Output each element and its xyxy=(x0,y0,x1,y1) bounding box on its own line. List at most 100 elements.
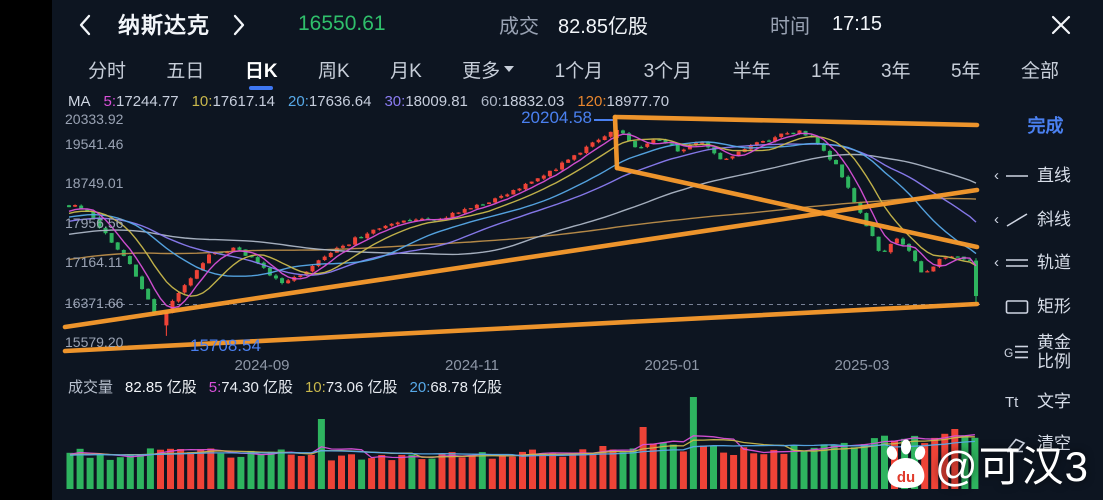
period-high-label: 20204.58 xyxy=(521,108,592,127)
ma-item-120: 120:18977.70 xyxy=(577,93,670,110)
logo-du-text: du xyxy=(897,469,915,486)
time-label: 时间 xyxy=(770,15,810,38)
ma-item-60: 60:18832.03 xyxy=(480,93,565,110)
symbol-title: 纳斯达克 xyxy=(118,13,211,38)
letterbox-strip xyxy=(0,0,52,500)
tab-日K[interactable]: 日K xyxy=(245,56,278,83)
tab-3年[interactable]: 3年 xyxy=(881,56,911,83)
tab-label: 1年 xyxy=(810,60,841,82)
ma-item-10: 10:17617.14 xyxy=(191,93,276,110)
tool-golden-ratio[interactable]: G 黄金 比例 xyxy=(994,333,1071,371)
line-diagonal-icon xyxy=(1006,212,1028,227)
ma-legend: MA 5:17244.77 10:17617.14 20:17636.64 30:180… xyxy=(68,93,669,110)
ma-prefix: MA xyxy=(68,93,91,110)
volume-ma-20: 20:68.78 亿股 xyxy=(409,379,503,396)
tool-line-horizontal[interactable]: ‹ 直线 xyxy=(994,166,1071,185)
next-chevron-icon[interactable] xyxy=(230,13,248,37)
expand-chevron-icon: ‹ xyxy=(994,253,999,271)
tab-label: 全部 xyxy=(1020,60,1059,82)
volume-label: 成交 xyxy=(499,15,539,38)
x-axis-label: 2025-03 xyxy=(834,357,890,374)
watermark: du @可汉3 xyxy=(879,433,1089,494)
tab-半年[interactable]: 半年 xyxy=(733,56,771,83)
y-axis-label: 19541.46 xyxy=(65,136,124,152)
tab-更多[interactable]: 更多 xyxy=(462,56,515,83)
dropdown-caret-icon xyxy=(504,66,515,72)
text-icon: Tt xyxy=(1005,394,1019,411)
last-price: 16550.61 xyxy=(298,12,386,35)
tool-label: 斜线 xyxy=(1037,210,1071,229)
ma-item-30: 30:18009.81 xyxy=(384,93,468,110)
y-axis-label: 17956.56 xyxy=(65,215,124,231)
volume-ma-10: 10:73.06 亿股 xyxy=(304,379,398,396)
y-axis-label: 15579.20 xyxy=(65,334,124,350)
ma-item-5: 5:17244.77 xyxy=(103,93,179,110)
tab-全部[interactable]: 全部 xyxy=(1021,56,1059,83)
y-axis-label: 20333.92 xyxy=(65,111,124,127)
tab-label: 3年 xyxy=(880,60,911,82)
tool-line-diagonal[interactable]: ‹ 斜线 xyxy=(994,210,1071,229)
tab-label: 1个月 xyxy=(554,60,604,82)
tab-label: 周K xyxy=(317,60,350,82)
volume-current: 82.85 亿股 xyxy=(125,379,197,396)
tool-text[interactable]: Tt 文字 xyxy=(994,392,1071,411)
tool-rectangle[interactable]: 矩形 xyxy=(994,297,1071,316)
tab-分时[interactable]: 分时 xyxy=(88,56,126,83)
tab-label: 五日 xyxy=(166,60,205,82)
drawing-tools-sidebar: 完成 ‹ 直线 ‹ 斜线 ‹ 轨道矩形 G 黄金 比例 Tt 文字清空 xyxy=(988,90,1103,500)
expand-chevron-icon: ‹ xyxy=(994,166,999,184)
tab-label: 月K xyxy=(390,60,422,82)
x-axis-label: 2024-11 xyxy=(445,357,499,374)
tool-label: 黄金 比例 xyxy=(1037,333,1071,371)
paw-logo-icon: du xyxy=(886,439,926,488)
eraser-icon xyxy=(1007,438,1026,452)
tool-label: 文字 xyxy=(1037,392,1071,411)
svg-text:Tt: Tt xyxy=(1005,394,1019,411)
tab-1个月[interactable]: 1个月 xyxy=(555,56,604,83)
tab-label: 半年 xyxy=(732,60,771,82)
close-icon[interactable] xyxy=(1050,14,1072,36)
header: 纳斯达克 16550.61 成交 82.85亿股 时间 17:15 xyxy=(52,0,1103,48)
channel-icon xyxy=(1006,258,1028,267)
tab-五日[interactable]: 五日 xyxy=(166,56,204,83)
period-tab-bar: 分时 五日 日K 周K 月K 更多 1个月 3个月 半年 1年 3年 5年 全部 xyxy=(88,50,1059,88)
volume-ma-5: 5:74.30 亿股 xyxy=(208,379,293,396)
expand-chevron-icon: ‹ xyxy=(994,210,999,228)
line-horizontal-icon xyxy=(1006,174,1028,177)
tab-5年[interactable]: 5年 xyxy=(951,56,981,83)
tab-3个月[interactable]: 3个月 xyxy=(644,56,693,83)
tab-label: 3个月 xyxy=(643,60,693,82)
tab-周K[interactable]: 周K xyxy=(318,56,350,83)
watermark-handle: @可汉3 xyxy=(935,443,1089,490)
tool-label: 轨道 xyxy=(1037,253,1071,272)
golden-ratio-icon: G xyxy=(1004,345,1028,360)
volume-value: 82.85亿股 xyxy=(558,15,649,38)
volume-legend: 成交量 82.85 亿股 5:74.30 亿股 10:73.06 亿股 20:68.78… xyxy=(68,376,502,397)
period-low-label: 15708.54 xyxy=(190,336,261,355)
ma-item-20: 20:17636.64 xyxy=(288,93,372,110)
tool-label: 矩形 xyxy=(1037,297,1071,316)
tab-label: 日K xyxy=(244,60,278,82)
done-button[interactable]: 完成 xyxy=(1027,116,1064,136)
tool-eraser[interactable]: 清空 xyxy=(994,434,1071,453)
tab-月K[interactable]: 月K xyxy=(390,56,422,83)
tool-label: 清空 xyxy=(1037,434,1071,453)
tool-label: 直线 xyxy=(1037,166,1071,185)
tab-1年[interactable]: 1年 xyxy=(811,56,841,83)
tab-label: 5年 xyxy=(950,60,981,82)
y-axis-label: 18749.01 xyxy=(65,175,124,191)
volume-legend-label: 成交量 xyxy=(68,379,114,396)
time-value: 17:15 xyxy=(832,12,883,35)
y-axis-label: 16371.66 xyxy=(65,295,124,311)
y-axis-label: 17164.11 xyxy=(65,254,123,270)
tool-channel[interactable]: ‹ 轨道 xyxy=(994,253,1071,272)
svg-text:G: G xyxy=(1004,346,1013,360)
x-axis-label: 2025-01 xyxy=(644,357,700,374)
tab-label: 更多 xyxy=(462,60,501,82)
rectangle-icon xyxy=(1005,299,1029,314)
back-chevron-icon[interactable] xyxy=(76,13,94,37)
tab-label: 分时 xyxy=(88,60,127,82)
x-axis-label: 2024-09 xyxy=(234,357,290,374)
